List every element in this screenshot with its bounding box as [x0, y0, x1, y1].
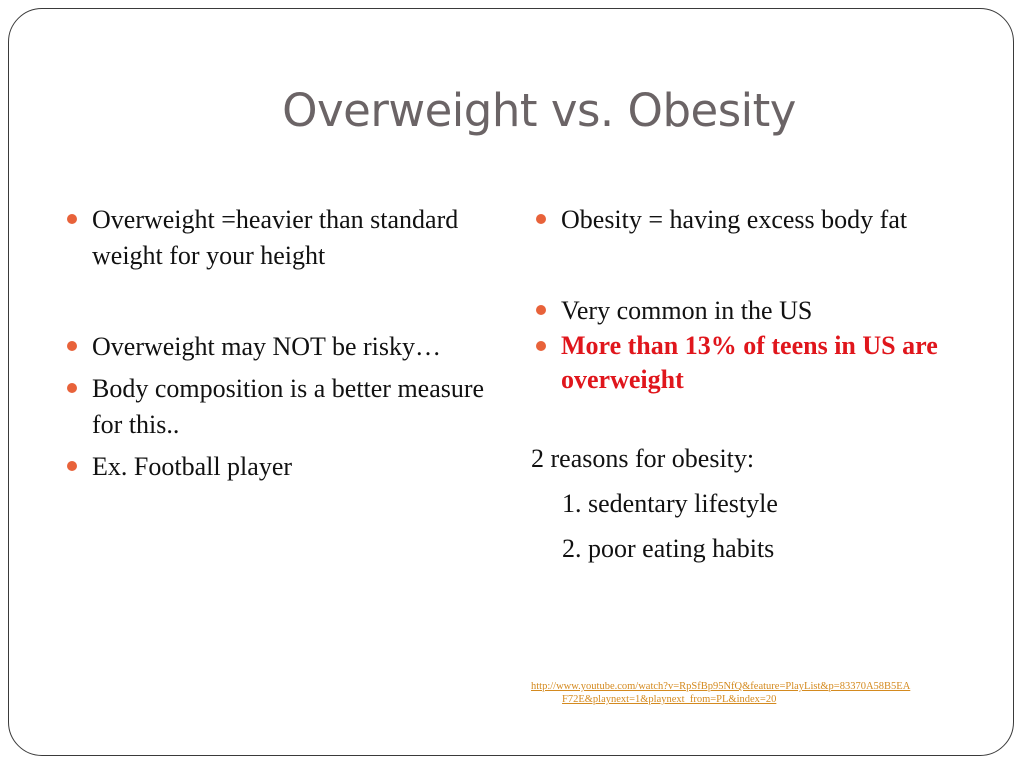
bullet-item: Overweight =heavier than standard weight… — [62, 202, 492, 274]
reason-item: 2. poor eating habits — [562, 534, 775, 563]
highlight-text: More than 13% of teens in US are overwei… — [561, 331, 938, 394]
bullet-dot-icon — [67, 383, 77, 393]
bullet-dot-icon — [67, 214, 77, 224]
bullet-item: Ex. Football player — [62, 449, 492, 485]
slide-frame — [8, 8, 1014, 756]
link-line[interactable]: http://www.youtube.com/watch?v=RpSfBp95N… — [531, 681, 911, 692]
bullet-text: Body composition is a better measure for… — [92, 374, 485, 439]
bullet-text: Obesity = having excess body fat — [561, 205, 908, 234]
bullet-dot-icon — [536, 305, 546, 315]
bullet-dot-icon — [536, 214, 546, 224]
link-line-continued[interactable]: F72E&playnext=1&playnext_from=PL&index=2… — [562, 694, 777, 705]
bullet-text: Overweight may NOT be risky… — [92, 332, 442, 361]
bullet-item: Obesity = having excess body fat — [531, 202, 971, 238]
bullet-dot-icon — [536, 341, 546, 351]
reasons-heading: 2 reasons for obesity: — [531, 444, 755, 473]
bullet-dot-icon — [67, 461, 77, 471]
bullet-text: Ex. Football player — [92, 452, 293, 481]
bullet-text: Overweight =heavier than standard weight… — [92, 205, 459, 270]
bullet-item: Overweight may NOT be risky… — [62, 329, 492, 365]
bullet-dot-icon — [67, 341, 77, 351]
slide-title: Overweight vs. Obesity — [282, 84, 796, 137]
reason-item: 1. sedentary lifestyle — [562, 489, 778, 518]
bullet-text: Very common in the US — [561, 296, 813, 325]
bullet-item-highlight: More than 13% of teens in US are overwei… — [531, 329, 971, 397]
bullet-item: Very common in the US — [531, 293, 971, 329]
bullet-item: Body composition is a better measure for… — [62, 371, 492, 443]
left-column: Overweight =heavier than standard weight… — [62, 202, 492, 485]
youtube-link[interactable]: http://www.youtube.com/watch?v=RpSfBp95N… — [531, 680, 971, 706]
right-column: Obesity = having excess body fat Very co… — [531, 202, 971, 567]
